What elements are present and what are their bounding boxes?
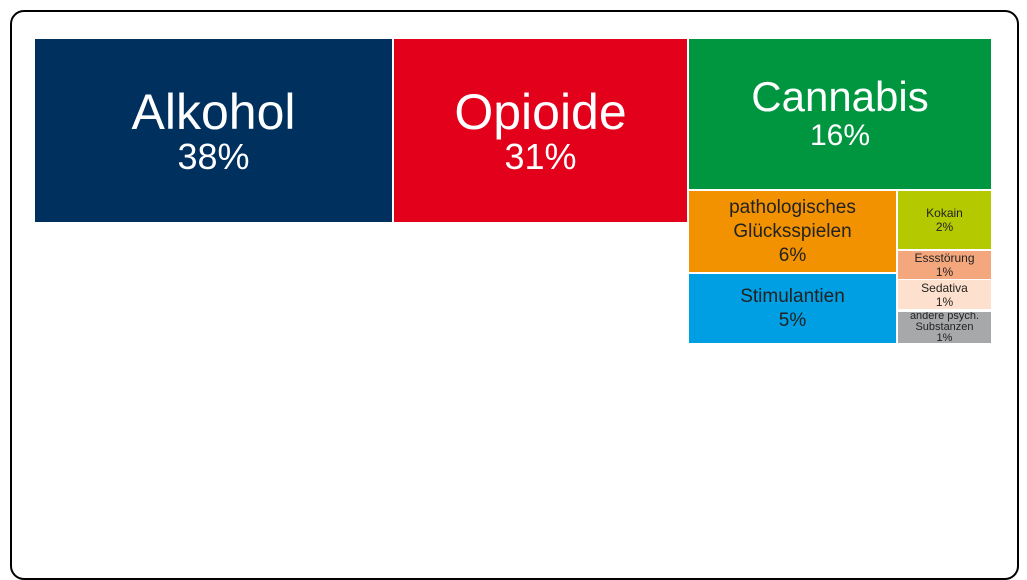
treemap-tile-cannabis: Cannabis 16%: [688, 38, 992, 190]
treemap-tile-stimulantien: Stimulantien 5%: [688, 273, 897, 344]
treemap-tile-pathologisches-glücksspielen: pathologisches Glücksspielen 6%: [688, 190, 897, 273]
tile-percentage: 5%: [778, 309, 807, 331]
treemap-tile-sedativa: Sedativa 1%: [897, 279, 992, 310]
tile-name: pathologisches Glücksspielen: [729, 196, 856, 242]
tile-percentage: 31%: [504, 135, 577, 177]
tile-percentage: 6%: [778, 244, 807, 266]
treemap-tile-essstörung: Essstörung 1%: [897, 250, 992, 280]
tile-name: andere psych. Substanzen: [909, 311, 980, 333]
tile-name: Alkohol: [131, 83, 296, 140]
tile-percentage: 2%: [935, 220, 954, 234]
tile-name: Kokain: [926, 206, 963, 220]
treemap-tile-andere-psych-substanzen: andere psych. Substanzen 1%: [897, 311, 992, 344]
tile-percentage: 1%: [936, 332, 953, 344]
tile-percentage: 16%: [809, 119, 871, 152]
tile-percentage: 1%: [935, 265, 954, 279]
treemap-tile-opioide: Opioide 31%: [393, 38, 688, 223]
treemap-chart: Alkohol 38% Opioide 31% Cannabis 16% pathologi…: [34, 38, 992, 344]
tile-percentage: 38%: [177, 135, 250, 177]
tile-name: Essstörung: [914, 251, 975, 265]
treemap-tile-kokain: Kokain 2%: [897, 190, 992, 250]
tile-name: Opioide: [454, 83, 627, 140]
tile-name: Stimulantien: [740, 285, 845, 307]
treemap-tile-alkohol: Alkohol 38%: [34, 38, 393, 223]
tile-percentage: 1%: [935, 294, 954, 309]
tile-name: Sedativa: [921, 280, 968, 295]
tile-name: Cannabis: [751, 73, 929, 120]
